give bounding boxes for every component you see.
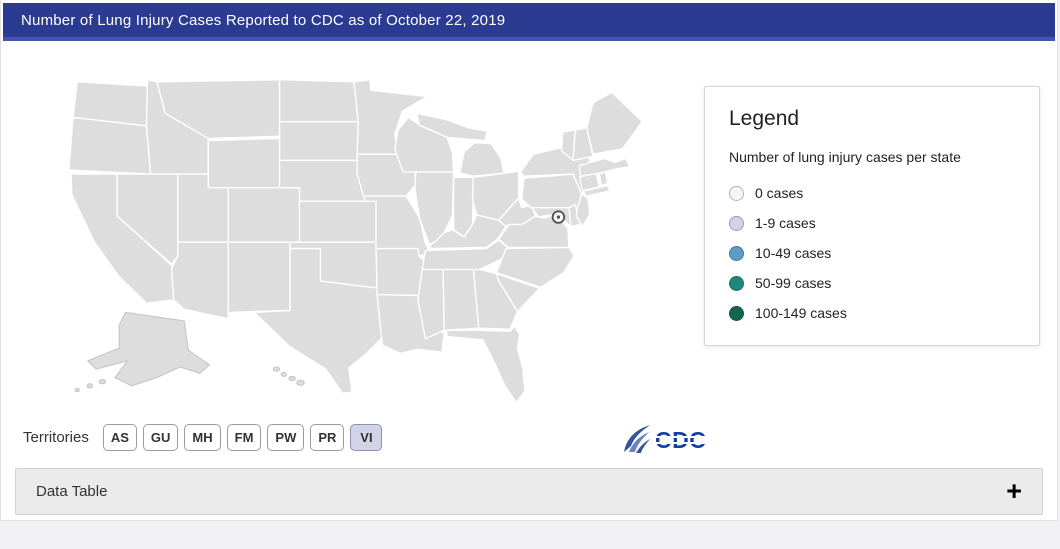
header-bar: Number of Lung Injury Cases Reported to … bbox=[3, 3, 1055, 41]
legend-item-label: 50-99 cases bbox=[755, 275, 832, 291]
legend-item-label: 10-49 cases bbox=[755, 245, 832, 261]
state-west-virginia[interactable] bbox=[497, 197, 537, 228]
state-hawaii[interactable] bbox=[288, 375, 296, 382]
territory-button-pr[interactable]: PR bbox=[310, 424, 345, 451]
us-choropleth-map bbox=[68, 79, 643, 404]
state-michigan[interactable] bbox=[459, 141, 505, 177]
state-new-york-long-island[interactable] bbox=[582, 184, 611, 197]
state-hawaii[interactable] bbox=[272, 366, 281, 372]
state-south-carolina[interactable] bbox=[495, 273, 541, 313]
state-colorado[interactable] bbox=[227, 187, 301, 243]
territory-button-gu[interactable]: GU bbox=[142, 424, 179, 451]
state-north-dakota[interactable] bbox=[278, 79, 359, 123]
state-kentucky[interactable] bbox=[428, 214, 507, 250]
territory-button-mh[interactable]: MH bbox=[184, 424, 221, 451]
state-wyoming[interactable] bbox=[207, 137, 281, 189]
legend-swatch-1-9 bbox=[729, 215, 744, 231]
state-massachusetts[interactable] bbox=[578, 157, 631, 177]
state-delaware[interactable] bbox=[568, 203, 582, 228]
state-kansas[interactable] bbox=[298, 200, 383, 243]
state-rhode-island[interactable] bbox=[598, 171, 609, 187]
legend-swatch-100-149 bbox=[729, 305, 744, 321]
state-california[interactable] bbox=[70, 173, 176, 304]
state-florida[interactable] bbox=[445, 325, 526, 404]
alaska-aleutian-island[interactable] bbox=[86, 383, 93, 389]
state-maine[interactable] bbox=[586, 91, 643, 155]
legend-title: Legend bbox=[729, 107, 800, 130]
state-wisconsin[interactable] bbox=[394, 116, 455, 173]
legend-swatch-0 bbox=[729, 185, 744, 201]
territory-button-pw[interactable]: PW bbox=[267, 424, 305, 451]
legend-swatch-10-49 bbox=[729, 245, 744, 261]
page-title: Number of Lung Injury Cases Reported to … bbox=[21, 11, 506, 29]
state-arizona[interactable] bbox=[170, 241, 229, 320]
alaska-aleutian-island[interactable] bbox=[98, 379, 107, 385]
dc-case-marker bbox=[551, 210, 566, 224]
state-pennsylvania[interactable] bbox=[521, 173, 583, 210]
state-texas[interactable] bbox=[253, 247, 386, 394]
state-south-dakota[interactable] bbox=[278, 120, 364, 162]
legend-item: 1-9 cases bbox=[729, 215, 1015, 231]
territory-button-as[interactable]: AS bbox=[102, 424, 137, 451]
legend-item: 10-49 cases bbox=[729, 245, 1015, 261]
legend-swatch-50-99 bbox=[729, 275, 744, 291]
legend-item: 0 cases bbox=[729, 185, 1015, 201]
legend-item-label: 0 cases bbox=[755, 185, 804, 201]
data-table-label: Data Table bbox=[36, 483, 108, 500]
state-alabama[interactable] bbox=[442, 268, 480, 331]
expand-plus-icon[interactable]: + bbox=[1006, 476, 1022, 506]
legend-panel: Legend Number of lung injury cases per s… bbox=[704, 86, 1040, 346]
cdc-logo-text: CDC bbox=[655, 427, 707, 453]
state-hawaii[interactable] bbox=[296, 379, 305, 386]
state-oregon[interactable] bbox=[68, 116, 152, 175]
state-minnesota[interactable] bbox=[353, 79, 429, 155]
alaska-aleutian-island[interactable] bbox=[74, 387, 80, 393]
territory-buttons: AS GU MH FM PW PR VI bbox=[102, 424, 383, 451]
state-new-mexico[interactable] bbox=[227, 241, 291, 314]
data-table-toggle[interactable]: Data Table + bbox=[15, 468, 1043, 515]
legend-item: 100-149 cases bbox=[729, 305, 1015, 321]
state-alaska[interactable] bbox=[87, 311, 210, 387]
state-montana[interactable] bbox=[156, 79, 281, 140]
territory-button-vi[interactable]: VI bbox=[350, 424, 383, 451]
state-shapes bbox=[68, 79, 643, 404]
state-mississippi[interactable] bbox=[417, 268, 445, 340]
state-michigan-upper[interactable] bbox=[416, 112, 488, 142]
cdc-logo: CDC bbox=[622, 422, 707, 454]
territories-row: Territories AS GU MH FM PW PR VI bbox=[23, 424, 383, 451]
legend-item-label: 100-149 cases bbox=[755, 305, 847, 321]
app-panel: Number of Lung Injury Cases Reported to … bbox=[0, 0, 1058, 521]
legend-subtitle: Number of lung injury cases per state bbox=[729, 149, 961, 165]
legend-item-label: 1-9 cases bbox=[755, 215, 816, 231]
legend-items: 0 cases 1-9 cases 10-49 cases 50-99 cases 10… bbox=[729, 185, 1015, 321]
cdc-eagle-icon bbox=[624, 425, 650, 453]
territories-label: Territories bbox=[23, 429, 89, 446]
legend-item: 50-99 cases bbox=[729, 275, 1015, 291]
territory-button-fm[interactable]: FM bbox=[226, 424, 262, 451]
state-hawaii[interactable] bbox=[280, 371, 287, 377]
